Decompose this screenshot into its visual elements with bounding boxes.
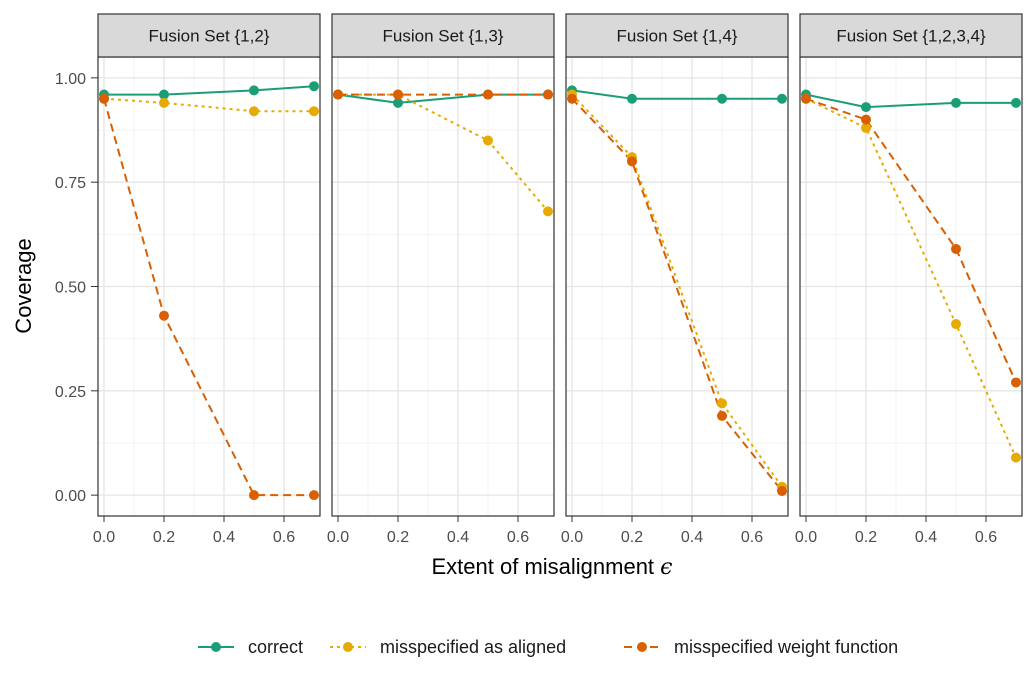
data-point-misspecified-weight-function	[801, 93, 811, 104]
data-point-misspecified-weight-function	[99, 93, 109, 104]
data-point-correct	[393, 97, 403, 108]
data-point-misspecified-weight-function	[333, 89, 343, 100]
data-point-misspecified-weight-function	[249, 490, 259, 501]
data-point-misspecified-as-aligned	[483, 135, 493, 146]
data-point-misspecified-weight-function	[777, 485, 787, 496]
data-point-correct	[309, 81, 319, 92]
x-tick-label: 0.2	[621, 529, 643, 546]
legend-label: misspecified weight function	[674, 637, 898, 657]
data-point-misspecified-as-aligned	[1011, 452, 1021, 463]
data-point-correct	[951, 97, 961, 108]
data-point-misspecified-weight-function	[543, 89, 553, 100]
x-tick-label: 0.4	[447, 529, 469, 546]
data-point-correct	[627, 93, 637, 104]
x-tick-label: 0.2	[387, 529, 409, 546]
facet-strip-title: Fusion Set {1,2}	[149, 27, 270, 46]
data-point-misspecified-as-aligned	[249, 106, 259, 117]
series-line-misspecified-weight-function	[103, 98, 314, 497]
facet-strip-title: Fusion Set {1,4}	[617, 27, 738, 46]
y-tick-label: 0.25	[55, 384, 86, 401]
series-line-misspecified-weight-function	[805, 97, 1017, 383]
x-axis-title: Extent of misalignment ϵ	[432, 554, 673, 580]
x-tick-label: 0.0	[327, 529, 349, 546]
y-tick-label: 0.75	[55, 175, 86, 192]
data-point-correct	[717, 93, 727, 104]
x-tick-label: 0.0	[93, 529, 115, 546]
series-line-correct	[104, 85, 315, 96]
data-point-misspecified-weight-function	[309, 490, 319, 501]
legend-key-point	[343, 642, 353, 652]
facet-panel: Fusion Set {1,2,3,4} 0.0 0.2 0.4 0.6	[795, 13, 1023, 546]
x-tick-label: 0.0	[561, 529, 583, 546]
data-point-misspecified-as-aligned	[717, 398, 727, 409]
y-tick-label: 0.50	[55, 280, 86, 297]
data-point-correct	[1011, 97, 1021, 108]
facet-panel: Fusion Set {1,2} 0.0 0.2 0.4 0.6	[93, 13, 321, 546]
data-point-misspecified-weight-function	[717, 410, 727, 421]
y-tick-label: 1.00	[55, 71, 86, 88]
data-point-correct	[861, 102, 871, 113]
y-tick-label: 0.00	[55, 488, 86, 505]
data-point-misspecified-weight-function	[393, 89, 403, 100]
legend-item: misspecified weight function	[624, 637, 898, 657]
x-tick-label: 0.2	[855, 529, 877, 546]
facet-panel: Fusion Set {1,3} 0.0 0.2 0.4 0.6	[327, 13, 555, 546]
legend-item: correct	[198, 637, 303, 657]
series-line-misspecified-as-aligned	[103, 97, 314, 113]
y-axis-title: Coverage	[11, 238, 36, 333]
facet-strip	[565, 13, 789, 58]
x-tick-label: 0.6	[507, 529, 529, 546]
legend-key-point	[211, 642, 221, 652]
data-point-misspecified-weight-function	[1011, 377, 1021, 388]
data-point-misspecified-weight-function	[861, 114, 871, 125]
x-tick-label: 0.4	[213, 529, 235, 546]
data-point-misspecified-as-aligned	[951, 319, 961, 330]
series-line-misspecified-weight-function	[571, 98, 783, 492]
x-tick-label: 0.4	[681, 529, 703, 546]
series-line-misspecified-as-aligned	[571, 93, 783, 488]
data-point-correct	[249, 85, 259, 96]
data-point-misspecified-weight-function	[483, 89, 493, 100]
series-line-correct	[805, 93, 1016, 109]
x-tick-label: 0.2	[153, 529, 175, 546]
facet-strip	[799, 13, 1023, 58]
x-tick-label: 0.6	[273, 529, 295, 546]
x-tick-label: 0.0	[795, 529, 817, 546]
data-point-misspecified-as-aligned	[159, 97, 169, 108]
facet-strip-title: Fusion Set {1,3}	[383, 27, 504, 46]
data-point-misspecified-weight-function	[159, 310, 169, 321]
data-point-misspecified-as-aligned	[309, 106, 319, 117]
facet-strip	[331, 13, 555, 58]
legend-label: misspecified as aligned	[380, 637, 566, 657]
data-point-misspecified-as-aligned	[543, 206, 553, 217]
series-line-correct	[571, 89, 782, 100]
data-point-correct	[159, 89, 169, 100]
data-point-misspecified-weight-function	[627, 156, 637, 167]
facet-strip-title: Fusion Set {1,2,3,4}	[836, 27, 986, 46]
x-axis-symbol: ϵ	[660, 555, 672, 580]
legend-key-point	[637, 642, 647, 652]
legend-label: correct	[248, 637, 303, 657]
facet-strip	[97, 13, 321, 58]
facet-panel: Fusion Set {1,4} 0.0 0.2 0.4 0.6	[561, 13, 789, 546]
x-tick-label: 0.6	[741, 529, 763, 546]
x-tick-label: 0.6	[975, 529, 997, 546]
data-point-misspecified-weight-function	[951, 243, 961, 254]
legend-item: misspecified as aligned	[330, 637, 566, 657]
series-line-correct	[337, 93, 548, 104]
data-point-misspecified-as-aligned	[861, 122, 871, 133]
data-point-correct	[777, 93, 787, 104]
x-tick-label: 0.4	[915, 529, 937, 546]
data-point-misspecified-weight-function	[567, 93, 577, 104]
